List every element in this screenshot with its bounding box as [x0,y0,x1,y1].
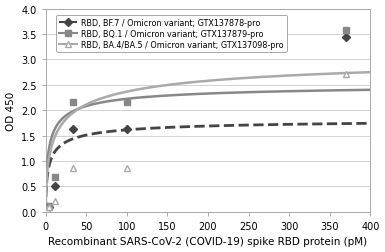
X-axis label: Recombinant SARS-CoV-2 (COVID-19) spike RBD protein (pM): Recombinant SARS-CoV-2 (COVID-19) spike … [49,237,368,246]
Legend: RBD, BF.7 / Omicron variant; GTX137878-pro, RBD, BQ.1 / Omicron variant; GTX1378: RBD, BF.7 / Omicron variant; GTX137878-p… [56,16,287,53]
Y-axis label: OD 450: OD 450 [5,91,15,130]
